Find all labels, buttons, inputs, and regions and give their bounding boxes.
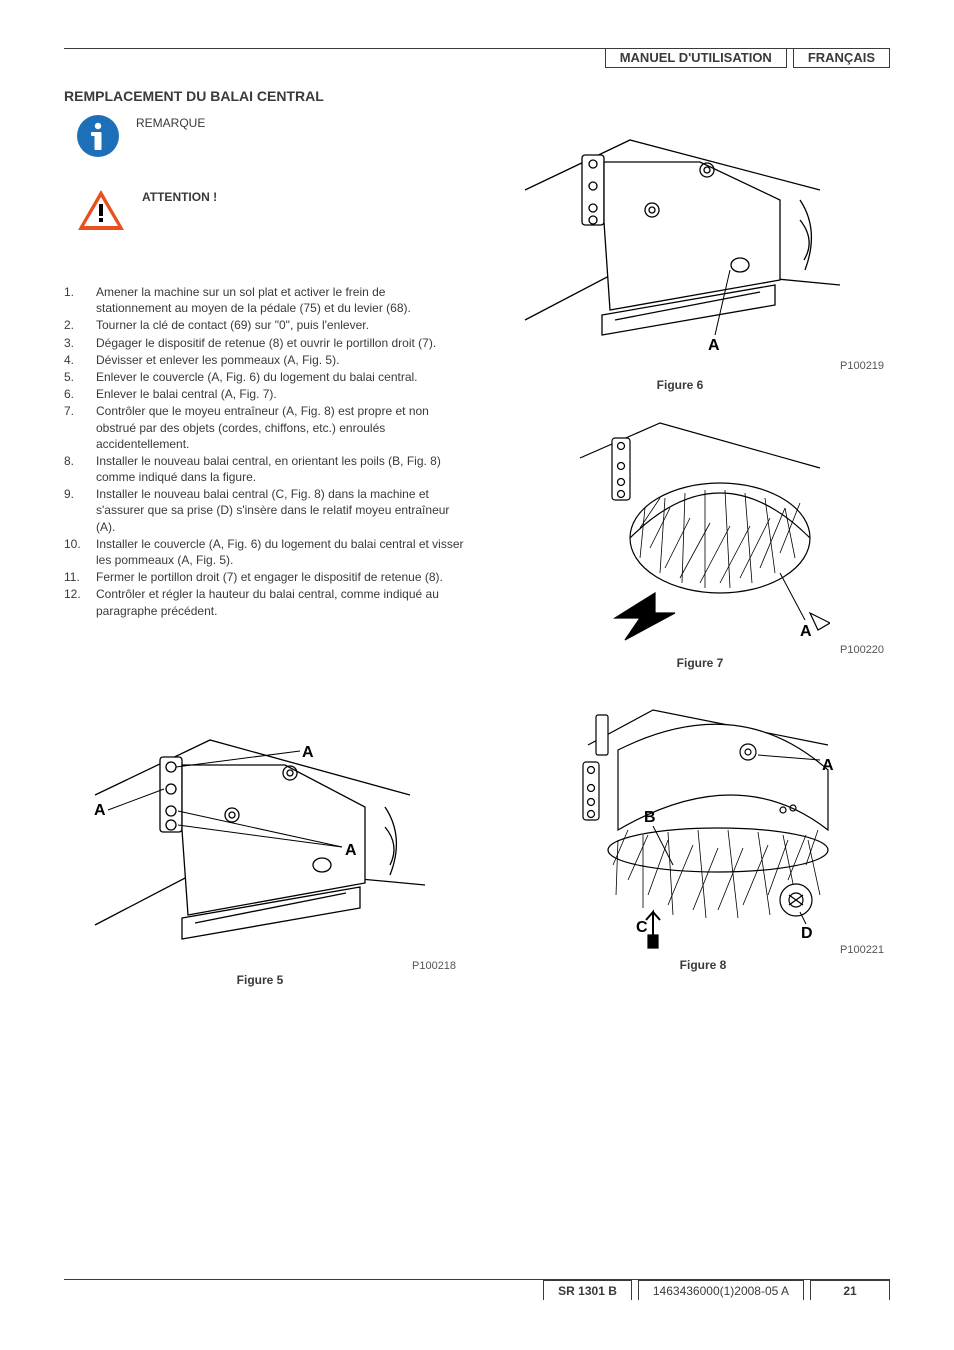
step-item: 8.Installer le nouveau balai central, en… — [64, 453, 464, 485]
figure-6: A Figure 6 — [520, 110, 840, 392]
step-num: 11. — [64, 569, 96, 585]
page: MANUEL D'UTILISATION FRANÇAIS REMPLACEME… — [0, 0, 954, 1350]
fig8-label-b: B — [644, 809, 656, 826]
step-item: 3.Dégager le dispositif de retenue (8) e… — [64, 335, 464, 351]
fig5-caption: Figure 5 — [90, 973, 430, 987]
footer-doc: 1463436000(1)2008-05 A — [638, 1280, 804, 1300]
step-text: Enlever le couvercle (A, Fig. 6) du loge… — [96, 369, 464, 385]
fig6-label-a: A — [708, 337, 720, 354]
fig8-label-c: C — [636, 919, 648, 936]
steps-list: 1.Amener la machine sur un sol plat et a… — [64, 284, 464, 620]
step-num: 8. — [64, 453, 96, 485]
step-text: Contrôler que le moyeu entraîneur (A, Fi… — [96, 403, 464, 452]
step-num: 12. — [64, 586, 96, 618]
step-text: Installer le couvercle (A, Fig. 6) du lo… — [96, 536, 464, 568]
figure-7: A Figure 7 — [570, 418, 830, 670]
header-manual: MANUEL D'UTILISATION — [605, 48, 787, 68]
step-item: 4.Dévisser et enlever les pommeaux (A, F… — [64, 352, 464, 368]
step-item: 7.Contrôler que le moyeu entraîneur (A, … — [64, 403, 464, 452]
fig5-label-a2: A — [94, 802, 106, 819]
step-item: 12.Contrôler et régler la hauteur du bal… — [64, 586, 464, 618]
step-item: 11.Fermer le portillon droit (7) et enga… — [64, 569, 464, 585]
section-title: REMPLACEMENT DU BALAI CENTRAL — [64, 88, 324, 104]
fig7-code: P100220 — [840, 644, 884, 656]
fig8-code: P100221 — [840, 944, 884, 956]
figure-5: A A A Figure 5 — [90, 715, 430, 987]
fig5-label-a1: A — [302, 744, 314, 761]
step-num: 1. — [64, 284, 96, 316]
header-row: MANUEL D'UTILISATION FRANÇAIS — [605, 48, 890, 68]
fig5-label-a3: A — [345, 842, 357, 859]
fig8-caption: Figure 8 — [558, 958, 848, 972]
fig6-caption: Figure 6 — [520, 378, 840, 392]
header-lang: FRANÇAIS — [793, 48, 890, 68]
step-text: Contrôler et régler la hauteur du balai … — [96, 586, 464, 618]
figure-8: A B C D Figure 8 — [558, 700, 848, 972]
step-text: Fermer le portillon droit (7) et engager… — [96, 569, 464, 585]
footer-page: 21 — [810, 1280, 890, 1300]
fig7-label-a: A — [800, 623, 812, 640]
step-text: Tourner la clé de contact (69) sur "0", … — [96, 317, 464, 333]
step-num: 4. — [64, 352, 96, 368]
step-num: 2. — [64, 317, 96, 333]
step-text: Dégager le dispositif de retenue (8) et … — [96, 335, 464, 351]
step-num: 9. — [64, 486, 96, 535]
info-icon — [76, 114, 120, 158]
warn-label: ATTENTION ! — [142, 190, 217, 204]
step-num: 6. — [64, 386, 96, 402]
warn-block: ATTENTION ! — [76, 188, 217, 232]
step-num: 10. — [64, 536, 96, 568]
step-item: 2.Tourner la clé de contact (69) sur "0"… — [64, 317, 464, 333]
step-item: 6.Enlever le balai central (A, Fig. 7). — [64, 386, 464, 402]
step-item: 1.Amener la machine sur un sol plat et a… — [64, 284, 464, 316]
fig8-label-a: A — [822, 757, 834, 774]
step-num: 7. — [64, 403, 96, 452]
footer-model: SR 1301 B — [543, 1280, 632, 1300]
note-label: REMARQUE — [136, 116, 205, 130]
step-item: 10.Installer le couvercle (A, Fig. 6) du… — [64, 536, 464, 568]
step-text: Dévisser et enlever les pommeaux (A, Fig… — [96, 352, 464, 368]
step-item: 5.Enlever le couvercle (A, Fig. 6) du lo… — [64, 369, 464, 385]
step-item: 9.Installer le nouveau balai central (C,… — [64, 486, 464, 535]
step-text: Enlever le balai central (A, Fig. 7). — [96, 386, 464, 402]
fig5-code: P100218 — [412, 960, 456, 972]
fig6-code: P100219 — [840, 360, 884, 372]
step-num: 3. — [64, 335, 96, 351]
note-block: REMARQUE — [76, 114, 205, 158]
fig7-caption: Figure 7 — [570, 656, 830, 670]
step-text: Installer le nouveau balai central (C, F… — [96, 486, 464, 535]
footer-row: SR 1301 B 1463436000(1)2008-05 A 21 — [64, 1280, 890, 1300]
step-num: 5. — [64, 369, 96, 385]
fig8-label-d: D — [801, 925, 813, 942]
warning-icon — [76, 188, 126, 232]
step-text: Amener la machine sur un sol plat et act… — [96, 284, 464, 316]
step-text: Installer le nouveau balai central, en o… — [96, 453, 464, 485]
